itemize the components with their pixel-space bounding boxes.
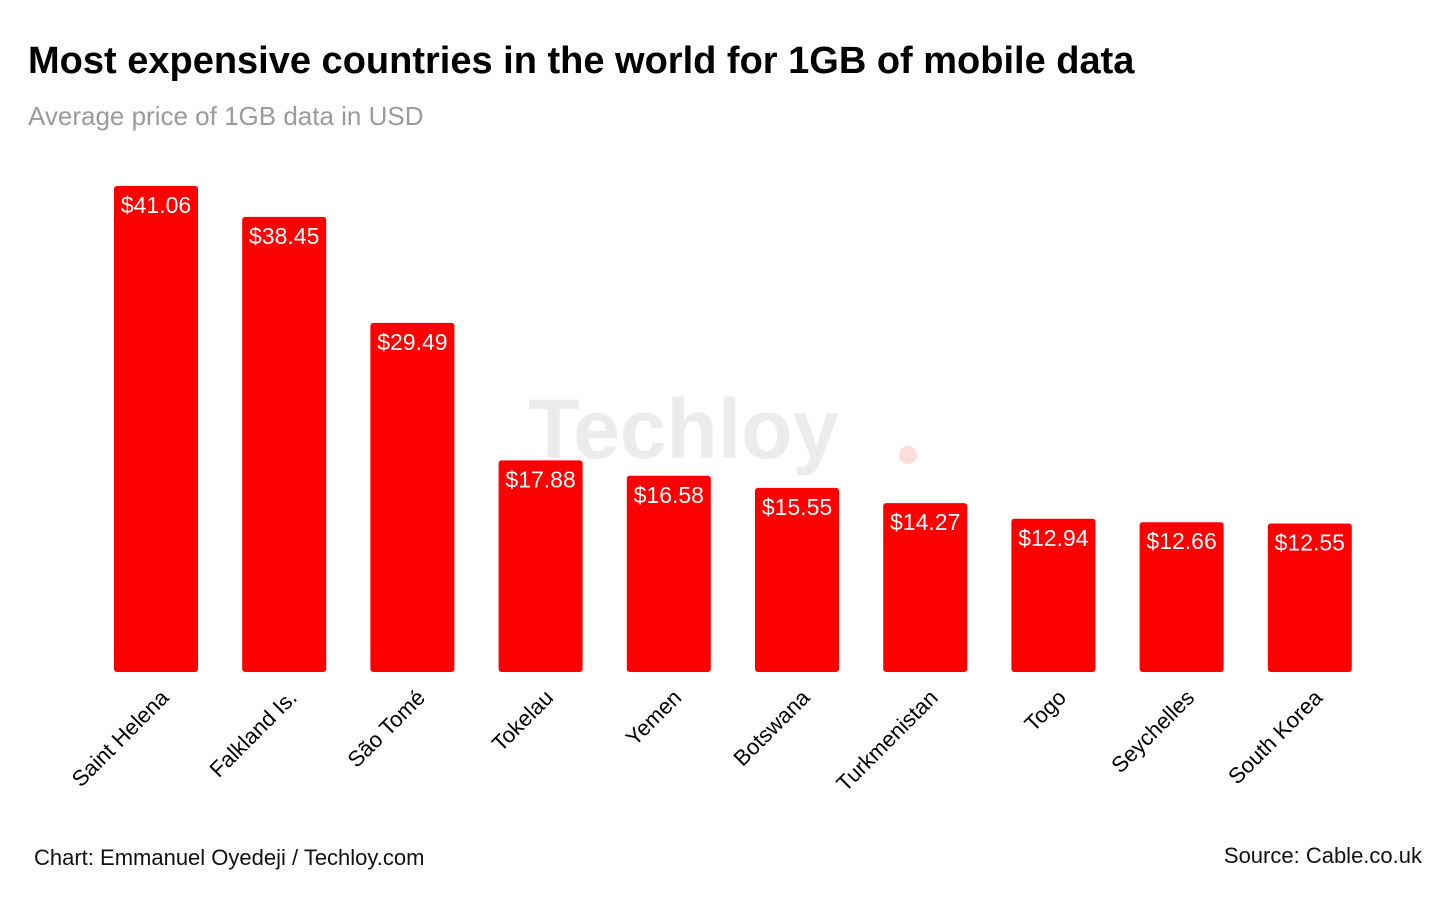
bar-5 [626, 475, 711, 672]
value-label-7: $14.27 [890, 509, 960, 535]
value-label-3: $29.49 [377, 329, 447, 355]
category-label-6: Botswana [729, 684, 816, 771]
category-label-5: Yemen [621, 685, 687, 751]
chart-subtitle: Average price of 1GB data in USD [28, 101, 424, 131]
value-label-6: $15.55 [762, 494, 832, 520]
bar-6 [755, 487, 839, 672]
value-label-2: $38.45 [249, 223, 319, 249]
bars-group [114, 186, 1352, 672]
watermark-logo: Techloy [528, 382, 917, 476]
value-label-9: $12.66 [1146, 528, 1216, 554]
category-label-9: Seychelles [1106, 685, 1199, 778]
value-label-10: $12.55 [1275, 530, 1345, 556]
bar-8 [1011, 518, 1096, 672]
category-labels-group: Saint Helena Falkland Is. São Tomé Tokelau Y… [67, 684, 1328, 796]
bar-7 [883, 503, 968, 672]
chart-source: Source: Cable.co.uk [1223, 843, 1422, 868]
chart-title: Most expensive countries in the world fo… [28, 40, 1135, 82]
chart-credit: Chart: Emmanuel Oyedeji / Techloy.com [34, 845, 425, 870]
category-label-3: São Tomé [342, 685, 429, 772]
bar-2 [242, 216, 327, 672]
bar-3 [370, 322, 455, 672]
value-label-4: $17.88 [505, 466, 575, 492]
bar-1 [114, 186, 198, 672]
category-label-8: Togo [1020, 685, 1071, 736]
value-label-1: $41.06 [121, 192, 191, 218]
watermark-text: Techloy [528, 382, 839, 476]
category-label-1: Saint Helena [67, 684, 174, 791]
bar-10 [1267, 523, 1352, 672]
value-label-8: $12.94 [1018, 525, 1089, 551]
bar-9 [1139, 522, 1224, 672]
bar-4 [498, 460, 583, 672]
category-label-7: Turkmenistan [831, 685, 942, 796]
value-label-5: $16.58 [634, 482, 704, 508]
category-label-2: Falkland Is. [205, 685, 302, 782]
watermark-dot [899, 446, 917, 464]
value-labels-group: $41.06 $38.45 $29.49 $17.88 $16.58 $15.55 $14.… [121, 192, 1345, 556]
category-label-4: Tokelau [487, 685, 558, 756]
category-label-10: South Korea [1223, 684, 1328, 789]
